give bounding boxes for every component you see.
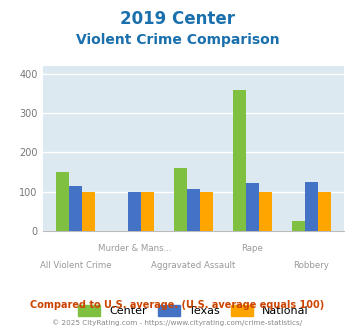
Bar	[233, 90, 246, 231]
Text: Compared to U.S. average. (U.S. average equals 100): Compared to U.S. average. (U.S. average …	[31, 300, 324, 310]
Text: © 2025 CityRating.com - https://www.cityrating.com/crime-statistics/: © 2025 CityRating.com - https://www.city…	[53, 319, 302, 326]
Bar	[246, 183, 259, 231]
Text: All Violent Crime: All Violent Crime	[40, 261, 111, 270]
Text: 2019 Center: 2019 Center	[120, 10, 235, 28]
Bar	[174, 168, 187, 231]
Bar	[141, 192, 154, 231]
Bar	[292, 221, 305, 231]
Bar	[56, 172, 69, 231]
Legend: Center, Texas, National: Center, Texas, National	[73, 299, 314, 322]
Bar	[82, 192, 95, 231]
Text: Aggravated Assault: Aggravated Assault	[151, 261, 236, 270]
Text: Murder & Mans...: Murder & Mans...	[98, 244, 171, 253]
Bar	[318, 192, 331, 231]
Bar	[305, 182, 318, 231]
Bar	[69, 186, 82, 231]
Bar	[187, 188, 200, 231]
Bar	[200, 192, 213, 231]
Bar	[259, 192, 272, 231]
Text: Violent Crime Comparison: Violent Crime Comparison	[76, 33, 279, 47]
Text: Robbery: Robbery	[293, 261, 329, 270]
Text: Rape: Rape	[241, 244, 263, 253]
Bar	[128, 192, 141, 231]
